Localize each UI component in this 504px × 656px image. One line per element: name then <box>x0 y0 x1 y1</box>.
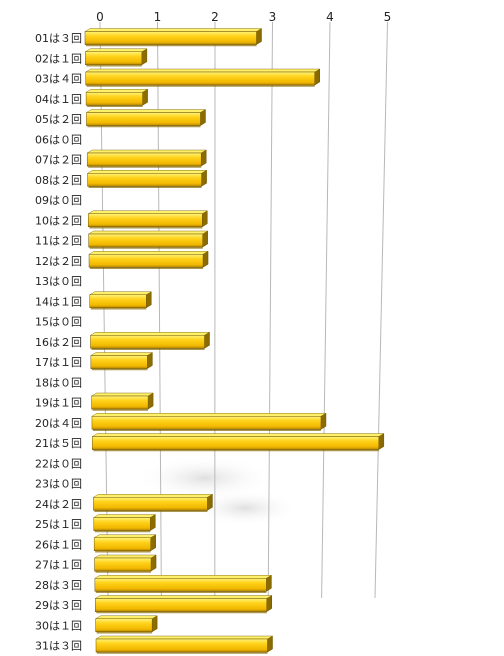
x-tick-label: 3 <box>269 10 277 24</box>
category-label: 16は２回 <box>35 336 82 349</box>
gridline <box>267 21 273 599</box>
category-label: 04は１回 <box>35 93 82 106</box>
category-label: 21は５回 <box>35 437 82 450</box>
bar <box>85 88 149 107</box>
category-label: 13は０回 <box>35 275 82 288</box>
bar <box>94 615 158 634</box>
bar <box>90 392 154 411</box>
category-label: 09は０回 <box>35 194 82 207</box>
x-axis-ticks: 0 1 2 3 4 5 <box>96 10 391 24</box>
category-label: 05は２回 <box>35 113 82 126</box>
bar <box>88 250 209 269</box>
category-label: 31は３回 <box>35 640 82 653</box>
category-label: 28は３回 <box>35 579 82 592</box>
category-label: 20は４回 <box>35 417 82 430</box>
bar <box>90 352 154 371</box>
category-label: 01は３回 <box>35 32 82 45</box>
bar <box>87 210 209 229</box>
category-label: 19は１回 <box>35 397 82 410</box>
bar <box>93 534 157 553</box>
category-label: 17は１回 <box>35 356 82 369</box>
category-label: 06は０回 <box>35 133 82 146</box>
x-tick-label: 5 <box>384 10 392 24</box>
gridline <box>321 21 331 599</box>
category-label: 23は０回 <box>35 478 82 491</box>
category-label: 24は２回 <box>35 498 82 511</box>
bar <box>85 109 207 128</box>
bar <box>94 595 273 614</box>
x-tick-label: 4 <box>326 10 334 24</box>
category-label: 29は３回 <box>35 599 82 612</box>
bar <box>84 28 263 47</box>
x-tick-label: 2 <box>211 10 219 24</box>
gridline <box>374 21 388 599</box>
bar <box>89 291 152 310</box>
category-label: 25は１回 <box>35 518 82 531</box>
category-label: 15は０回 <box>35 316 82 329</box>
category-label: 10は２回 <box>35 214 82 227</box>
bar <box>89 331 211 350</box>
category-label: 14は１回 <box>35 295 82 308</box>
bar <box>91 412 327 431</box>
category-label: 07は２回 <box>35 154 82 167</box>
bar <box>86 169 208 188</box>
bar <box>94 574 273 593</box>
bar <box>95 635 274 654</box>
bar <box>85 68 321 87</box>
x-tick-label: 0 <box>96 10 104 24</box>
bars <box>84 28 385 654</box>
bar <box>92 493 214 512</box>
category-labels: 01は３回 02は１回 03は４回 04は１回 05は２回 06は０回 07は２回 08は２回… <box>35 32 82 653</box>
category-label: 27は１回 <box>35 559 82 572</box>
bar <box>86 149 207 168</box>
category-label: 22は０回 <box>35 457 82 470</box>
category-label: 02は１回 <box>35 52 82 65</box>
bar <box>87 230 209 249</box>
category-label: 12は２回 <box>35 255 82 268</box>
category-label: 30は１回 <box>35 619 82 632</box>
x-tick-label: 1 <box>154 10 162 24</box>
category-label: 26は１回 <box>35 538 82 551</box>
category-label: 03は４回 <box>35 73 82 86</box>
category-label: 18は０回 <box>35 376 82 389</box>
background-shadow <box>135 456 300 526</box>
bar <box>93 554 157 573</box>
bar <box>93 514 157 533</box>
category-label: 11は２回 <box>35 235 82 248</box>
category-label: 08は２回 <box>35 174 82 187</box>
bar <box>91 433 385 452</box>
bar <box>84 48 148 67</box>
